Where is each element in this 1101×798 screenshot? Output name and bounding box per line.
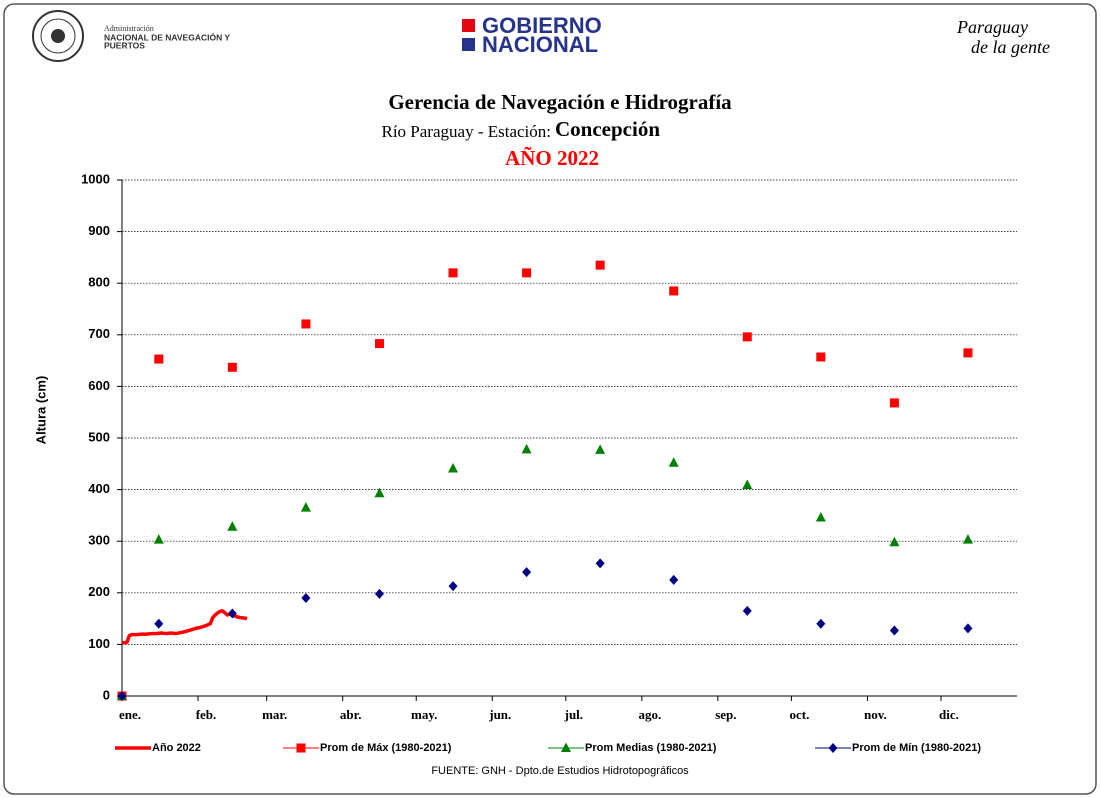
x-tick-label: feb. bbox=[196, 707, 217, 722]
marker bbox=[522, 567, 532, 578]
y-tick-label: 200 bbox=[88, 584, 110, 599]
marker bbox=[742, 605, 752, 616]
marker bbox=[301, 319, 311, 329]
x-tick-label: mar. bbox=[262, 707, 287, 722]
x-tick-label: dic. bbox=[939, 707, 959, 722]
slogan: Paraguay bbox=[956, 17, 1028, 37]
marker bbox=[153, 534, 164, 544]
marker bbox=[742, 479, 753, 489]
y-tick-label: 800 bbox=[88, 275, 110, 290]
marker bbox=[154, 354, 164, 364]
marker bbox=[448, 581, 458, 592]
x-tick-label: nov. bbox=[864, 707, 887, 722]
legend-label: Prom Medias (1980-2021) bbox=[585, 742, 717, 754]
legend-marker bbox=[296, 743, 306, 753]
x-tick-label: oct. bbox=[789, 707, 809, 722]
marker bbox=[963, 348, 973, 358]
station: Concepción bbox=[555, 117, 660, 141]
slogan: de la gente bbox=[971, 37, 1050, 57]
marker bbox=[301, 592, 311, 603]
marker bbox=[448, 462, 459, 473]
marker bbox=[962, 534, 973, 544]
x-tick-label: jun. bbox=[488, 707, 511, 722]
marker bbox=[816, 618, 826, 629]
agency: PUERTOS bbox=[104, 40, 145, 50]
station-label: Río Paraguay - Estación: bbox=[382, 122, 552, 141]
x-tick-label: may. bbox=[411, 707, 437, 722]
y-axis-label: Altura (cm) bbox=[33, 376, 48, 445]
legend-label: Prom de Máx (1980-2021) bbox=[320, 742, 452, 754]
legend-marker bbox=[561, 742, 571, 752]
marker bbox=[742, 332, 752, 342]
agency: Administración bbox=[104, 24, 154, 33]
gov-square bbox=[462, 38, 475, 51]
gov-text: GOBIERNO bbox=[482, 13, 602, 38]
marker bbox=[669, 286, 679, 296]
year-label: AÑO 2022 bbox=[505, 146, 599, 170]
marker bbox=[669, 574, 679, 585]
marker bbox=[521, 443, 532, 454]
y-tick-label: 100 bbox=[88, 636, 110, 651]
y-tick-label: 400 bbox=[88, 481, 110, 496]
gov-square bbox=[462, 19, 475, 32]
x-tick-label: ene. bbox=[119, 707, 141, 722]
gov-text: NACIONAL bbox=[482, 32, 598, 57]
marker bbox=[448, 268, 458, 278]
marker bbox=[595, 444, 606, 454]
legend-label: Prom de Mín (1980-2021) bbox=[852, 742, 981, 754]
marker bbox=[816, 352, 826, 362]
marker bbox=[522, 268, 532, 278]
marker bbox=[227, 608, 237, 619]
x-tick-label: sep. bbox=[715, 707, 736, 722]
x-tick-label: jul. bbox=[564, 707, 583, 722]
marker bbox=[668, 457, 679, 467]
marker bbox=[300, 502, 311, 512]
frame bbox=[3, 3, 1097, 795]
marker bbox=[154, 618, 164, 629]
y-tick-label: 600 bbox=[88, 378, 110, 393]
agency: NACIONAL DE NAVEGACIÓN Y bbox=[104, 31, 230, 42]
marker bbox=[889, 398, 899, 408]
marker bbox=[227, 521, 238, 531]
marker bbox=[889, 625, 899, 636]
marker bbox=[374, 339, 384, 349]
chart-title: Gerencia de Navegación e Hidrografía bbox=[388, 90, 732, 114]
y-tick-label: 700 bbox=[88, 326, 110, 341]
marker bbox=[815, 511, 826, 522]
y-tick-label: 300 bbox=[88, 533, 110, 548]
marker bbox=[374, 588, 384, 599]
legend-marker bbox=[828, 743, 838, 753]
marker bbox=[227, 362, 237, 372]
marker bbox=[595, 260, 605, 270]
x-tick-label: abr. bbox=[340, 707, 362, 722]
marker bbox=[374, 487, 385, 498]
x-tick-label: ago. bbox=[638, 707, 661, 722]
y-tick-label: 1000 bbox=[81, 171, 110, 186]
seal bbox=[32, 10, 84, 62]
y-tick-label: 0 bbox=[103, 687, 110, 702]
marker bbox=[595, 558, 605, 569]
y-tick-label: 900 bbox=[88, 223, 110, 238]
marker bbox=[963, 623, 973, 634]
source: FUENTE: GNH - Dpto.de Estudios Hidrotopo… bbox=[431, 765, 689, 777]
marker bbox=[889, 536, 900, 547]
y-tick-label: 500 bbox=[88, 429, 110, 444]
marker bbox=[117, 691, 127, 701]
legend-label: Año 2022 bbox=[152, 742, 201, 754]
